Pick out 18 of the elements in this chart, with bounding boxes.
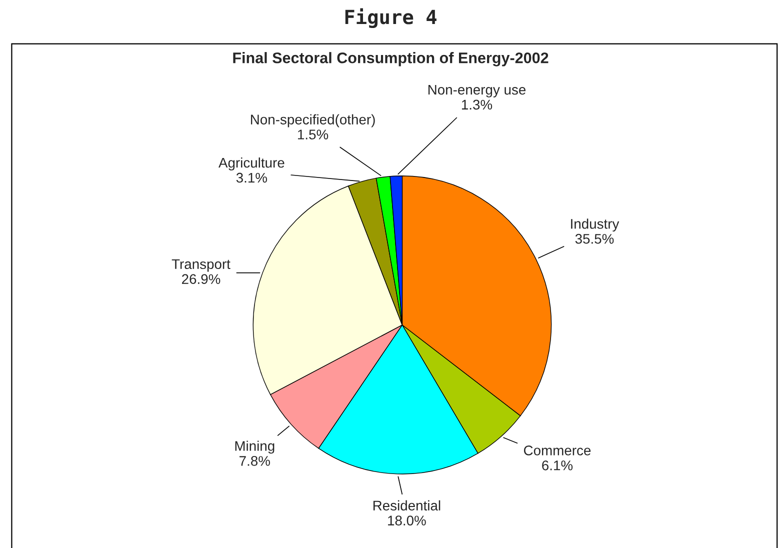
data-label: 7.8% (240, 456, 270, 466)
data-label: 1.3% (462, 100, 492, 110)
data-label: 1.5% (298, 130, 328, 140)
chart-title: Figure 4 (345, 8, 436, 28)
slice-label: Commerce (524, 446, 591, 456)
data-label: 26.9% (182, 274, 220, 284)
slice-label: Mining (235, 440, 274, 454)
data-label: 35.5% (575, 234, 614, 244)
chart-subtitle: Final Sectoral Consumption of Energy-2002 (233, 52, 548, 66)
slice-label: Residential (373, 500, 440, 511)
data-label: 3.1% (236, 172, 268, 183)
data-label: 6.1% (542, 460, 573, 470)
slice-label: Non-specified(other) (251, 114, 375, 128)
slice-label: Industry (571, 218, 620, 232)
slice-label: Transport (172, 259, 230, 272)
slice-label: Non-energy use (428, 84, 526, 98)
data-label: 18.0% (388, 516, 426, 526)
slice-label: Agriculture (218, 157, 284, 170)
